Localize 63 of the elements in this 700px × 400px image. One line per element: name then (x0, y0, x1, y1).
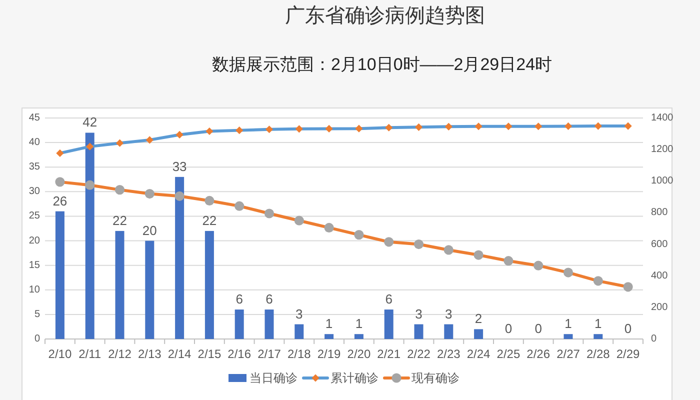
data-label: 22 (112, 212, 127, 228)
data-label: 6 (236, 292, 243, 307)
data-label: 3 (296, 306, 303, 322)
x-tick: 2/15 (198, 347, 222, 361)
data-label: 1 (594, 316, 602, 332)
data-label: 1 (325, 316, 333, 332)
y-tick: 10 (28, 284, 40, 296)
data-label: 3 (445, 306, 452, 322)
y-tick: 20 (28, 235, 40, 246)
x-tick: 2/12 (108, 347, 132, 361)
x-tick: 2/27 (556, 347, 580, 361)
y-tick: 35 (28, 162, 40, 173)
y2-tick: 800 (651, 207, 668, 218)
data-label: 2 (474, 311, 482, 326)
x-tick: 2/17 (258, 347, 281, 361)
data-label: 26 (52, 193, 68, 208)
y2-tick: 1400 (651, 112, 674, 124)
x-tick: 2/19 (317, 347, 341, 361)
y2-tick: 0 (651, 334, 657, 344)
x-tick: 2/10 (48, 347, 72, 361)
legend-label: 累计确诊 (330, 371, 378, 385)
data-label: 0 (624, 321, 632, 336)
y-tick: 0 (34, 334, 40, 344)
y-tick: 15 (28, 260, 40, 271)
legend-label: 当日确诊 (250, 371, 298, 385)
data-label: 6 (266, 292, 273, 307)
legend-label: 现有确诊 (412, 371, 460, 385)
title: 广东省确诊病例趋势图 (285, 5, 485, 27)
x-tick: 2/25 (496, 347, 520, 361)
x-tick: 2/23 (436, 347, 460, 361)
data-label: 1 (564, 316, 572, 332)
data-label: 33 (172, 158, 187, 174)
data-label: 20 (142, 222, 157, 238)
data-label: 22 (202, 212, 217, 228)
y-tick: 25 (28, 210, 40, 222)
x-tick: 2/26 (526, 347, 550, 361)
data-label: 6 (385, 292, 392, 307)
y2-tick: 400 (651, 270, 668, 282)
x-tick: 2/14 (168, 347, 192, 361)
y2-tick: 600 (651, 238, 668, 250)
data-label: 1 (355, 316, 363, 332)
data-label: 3 (415, 306, 422, 322)
x-tick: 2/29 (616, 347, 640, 361)
x-tick: 2/13 (138, 347, 162, 361)
y-tick: 5 (34, 308, 40, 320)
y-tick: 45 (28, 112, 40, 124)
data-label: 0 (504, 321, 512, 336)
x-tick: 2/20 (347, 347, 371, 361)
x-tick: 2/24 (466, 347, 490, 361)
data-label: 42 (82, 114, 98, 130)
x-tick: 2/21 (377, 347, 401, 361)
x-tick: 2/16 (228, 347, 252, 361)
x-tick: 2/22 (407, 347, 430, 361)
x-tick: 2/28 (586, 347, 610, 361)
y2-tick: 1000 (651, 176, 674, 187)
x-tick: 2/11 (78, 347, 102, 361)
y-tick: 30 (28, 186, 40, 198)
y2-tick: 200 (651, 302, 668, 313)
data-label: 0 (534, 321, 542, 336)
y-tick: 40 (28, 137, 40, 148)
x-tick: 2/18 (287, 347, 311, 361)
subtitle: 数据展示范围：2月10日0时——2月29日24时 (212, 55, 552, 74)
y2-tick: 1200 (651, 144, 674, 156)
